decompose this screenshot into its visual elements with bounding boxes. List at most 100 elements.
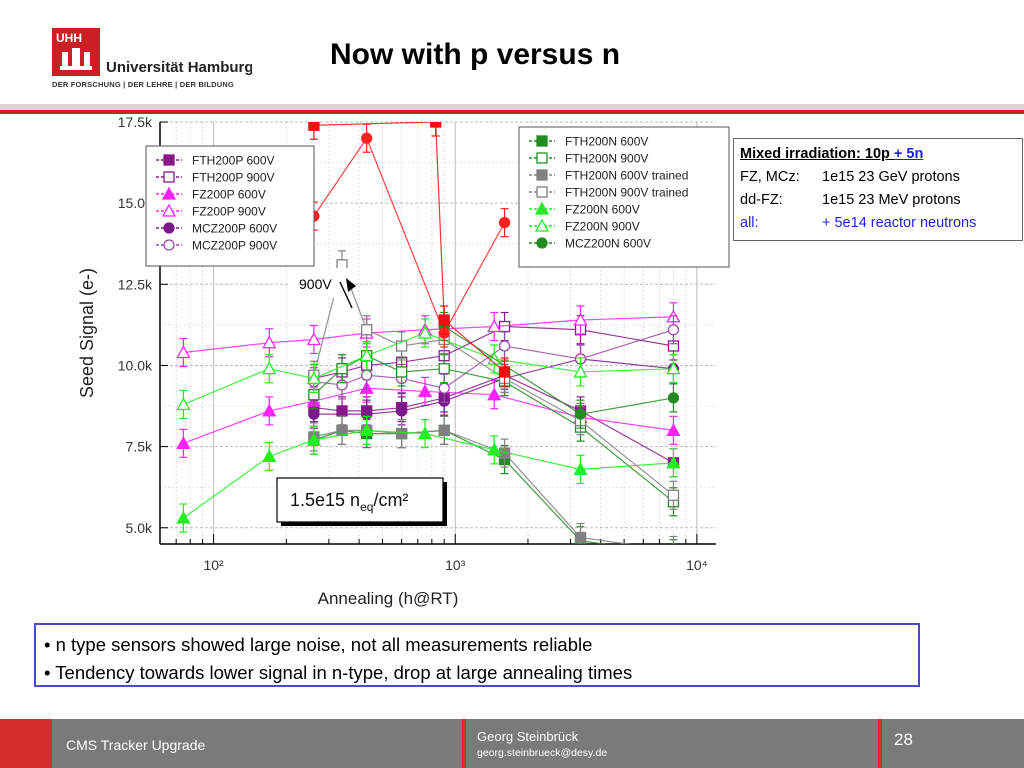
data-point (359, 348, 374, 362)
annotation-arrow (339, 281, 353, 309)
logo-tagline: DER FORSCHUNG | DER LEHRE | DER BILDUNG (52, 80, 235, 89)
x-tick-label: 10² (203, 557, 224, 573)
data-point (668, 545, 678, 555)
footer-email: georg.steinbrueck@desy.de (477, 747, 608, 759)
data-point (262, 448, 277, 463)
summary-box: • n type sensors showed large noise, not… (34, 623, 920, 687)
info-row-all: all: + 5e14 reactor neutrons (740, 215, 977, 231)
legend-label: FTH200N 900V trained (565, 186, 688, 200)
legend-label: FTH200P 600V (192, 154, 275, 168)
data-point (359, 423, 374, 437)
data-point (574, 531, 587, 544)
annotation-900v: 900V (288, 268, 356, 309)
info-row-fz-mcz: FZ, MCz: 1e15 23 GeV protons (740, 169, 960, 185)
legend-label: FTH200N 600V trained (565, 169, 688, 183)
series-line (313, 136, 506, 335)
header-divider-band (0, 104, 1024, 111)
y-tick-label: 5.0k (126, 520, 153, 536)
legend-marker (536, 152, 548, 164)
legend-marker (536, 135, 548, 147)
data-point (176, 510, 191, 524)
slide-title: Now with p versus n (330, 38, 621, 71)
data-point (573, 461, 588, 475)
y-tick-label: 12.5k (118, 276, 153, 292)
legend-marker (534, 218, 550, 232)
x-tick-label: 10⁴ (686, 557, 708, 573)
x-tick-label: 10³ (445, 557, 466, 573)
data-point (667, 324, 680, 336)
annotation-bg (288, 268, 348, 298)
fluence-frame (276, 477, 444, 523)
header-divider-line (0, 110, 1024, 114)
footer-course: CMS Tracker Upgrade (66, 737, 206, 753)
data-point (395, 427, 408, 440)
legend-marker (536, 186, 548, 198)
data-point (308, 122, 320, 131)
data-point (361, 324, 373, 336)
fluence-text: 1.5e15 neq/cm² (290, 490, 408, 514)
data-point (498, 366, 511, 378)
series-line (183, 316, 674, 354)
data-point (308, 408, 320, 420)
data-point (306, 332, 321, 346)
seed-signal-chart: 5.0k 7.5k 10.0k 12.5k 15.0k 17.5k 10² 10³ 10⁴ Ann… (77, 115, 730, 608)
data-point (487, 387, 502, 401)
footer-right-panel (882, 719, 1024, 768)
y-tick-label: 7.5k (126, 439, 153, 455)
data-point (438, 382, 450, 394)
university-logo: UHH Universität Hamburg (52, 28, 252, 76)
data-point (262, 403, 277, 417)
legend-label: FTH200P 900V (192, 171, 275, 185)
data-point (573, 364, 588, 378)
data-point (417, 426, 433, 440)
bullet-item: • n type sensors showed large noise, not… (44, 634, 593, 655)
legend-marker (534, 201, 550, 215)
data-point (395, 366, 408, 378)
logo-name: Universität Hamburg (106, 59, 252, 76)
data-point (306, 371, 321, 385)
series-layer (176, 122, 681, 555)
footer-author: Georg Steinbrück (477, 729, 579, 744)
legend-label: MCZ200P 900V (192, 239, 277, 253)
irradiation-info-box: Mixed irradiation: 10p + 5n FZ, MCz: 1e15… (733, 138, 1023, 241)
info-title: Mixed irradiation: 10p + 5n (740, 146, 924, 162)
data-point (361, 369, 373, 381)
y-tick-label: 17.5k (118, 115, 153, 130)
data-point (438, 363, 450, 375)
legend-marker (161, 203, 177, 217)
series-line (183, 429, 674, 519)
legend-marker (163, 239, 175, 251)
legend-label: MCZ200P 600V (192, 222, 277, 236)
data-point (487, 319, 502, 333)
info-row-ddfz: dd-FZ: 1e15 23 MeV protons (740, 192, 961, 208)
data-point (176, 345, 191, 359)
data-point (438, 424, 450, 437)
series-line (183, 332, 674, 405)
data-point (438, 314, 450, 326)
legend-label: FZ200N 900V (565, 220, 640, 234)
data-point (666, 455, 681, 469)
legend-label: FTH200N 900V (565, 152, 648, 166)
data-point (487, 442, 502, 456)
data-point (667, 489, 680, 501)
page-number: 28 (894, 730, 913, 749)
data-point (667, 392, 680, 404)
legend-label: FTH200N 600V (565, 135, 648, 149)
footer-left-panel (52, 719, 462, 768)
footer-middle-panel (466, 719, 878, 768)
series-line (183, 387, 674, 444)
data-point (574, 408, 587, 420)
data-point (430, 122, 442, 128)
data-point (666, 423, 681, 437)
legend-label: MCZ200N 600V (565, 237, 651, 251)
legend-marker (163, 171, 175, 183)
fluence-label: 1.5e15 neq/cm² (276, 477, 447, 526)
data-point (666, 361, 681, 375)
y-axis-label: Seed Signal (e-) (77, 268, 97, 398)
data-point (176, 436, 191, 450)
data-point (361, 132, 373, 144)
data-point (498, 340, 511, 352)
data-point (176, 397, 191, 411)
bullet-item: • Tendency towards lower signal in n-typ… (44, 662, 633, 683)
data-point (573, 312, 588, 326)
